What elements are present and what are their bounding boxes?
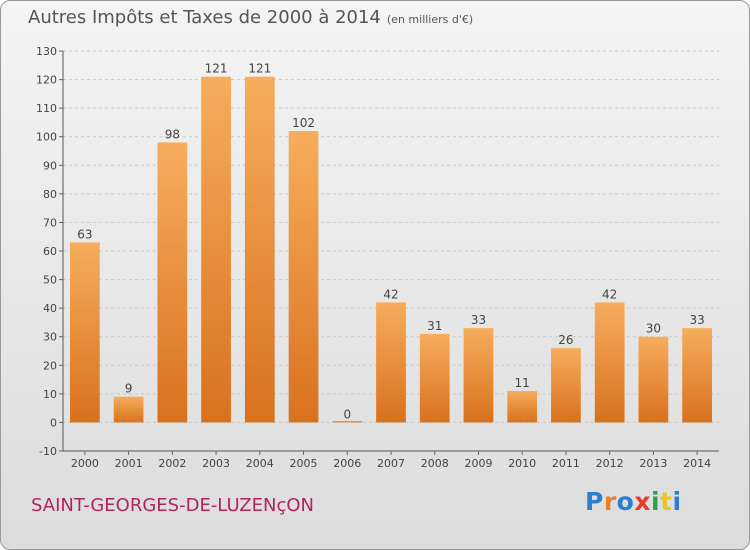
x-tick-label: 2011 [552,457,580,470]
chart-title-text: Autres Impôts et Taxes de 2000 à 2014 [28,7,381,28]
x-tick-label: 2007 [377,457,405,470]
value-label: 121 [248,62,271,76]
x-tick-label: 2001 [115,457,143,470]
x-tick-label: 2005 [290,457,318,470]
chart-title: Autres Impôts et Taxes de 2000 à 2014 (en… [28,7,473,28]
bar [113,396,144,423]
y-tick-label: 70 [43,216,57,229]
value-label: 102 [292,116,315,130]
value-label: 42 [602,287,617,301]
x-tick-label: 2008 [421,457,449,470]
bar [69,242,100,423]
y-tick-label: 40 [43,302,57,315]
y-tick-label: 110 [36,102,57,115]
bar [507,391,538,423]
bar [463,328,494,423]
y-tick-label: 30 [43,331,57,344]
y-tick-label: 0 [50,416,57,429]
bar [376,302,406,423]
y-tick-label: -10 [39,445,57,458]
value-label: 33 [471,313,486,327]
x-tick-label: 2004 [246,457,274,470]
y-tick-label: 130 [36,45,57,58]
bar [638,336,669,423]
value-label: 33 [689,313,704,327]
bars [69,76,713,423]
y-tick-label: 80 [43,188,57,201]
value-label: 11 [515,376,530,390]
logo-letter: r [603,487,617,516]
bar [201,76,231,423]
value-label: 0 [343,407,351,421]
bar [682,328,713,423]
value-label: 30 [646,322,661,336]
logo-letter: x [634,487,651,516]
value-label: 42 [383,287,398,301]
y-tick-label: 50 [43,274,57,287]
x-tick-label: 2000 [71,457,99,470]
bar [244,76,275,423]
y-tick-label: 120 [36,74,57,87]
bar [157,142,188,423]
bar [551,348,581,423]
value-label: 9 [125,382,133,396]
y-tick-labels: -10 0 10 20 30 40 50 60 70 80 90 100 110 120 130 [36,45,57,458]
logo-letter: i [672,487,682,516]
x-tick-labels: 2000 2001 2002 2003 2004 2005 2006 2007 2008 2009… [71,451,711,470]
place-name: SAINT-GEORGES-DE-LUZENçON [31,495,314,516]
value-label: 26 [558,333,573,347]
chart-subtitle: (en milliers d'€) [386,13,474,26]
value-label: 63 [77,227,92,241]
logo-letter: P [585,487,604,516]
logo-letter: t [660,487,673,516]
x-tick-label: 2003 [202,457,230,470]
bar [594,302,625,423]
proxiti-logo: Proxiti [585,487,695,523]
value-label: 98 [165,127,180,141]
y-tick-label: 100 [36,131,57,144]
logo-letter: o [616,487,635,516]
bar [288,131,319,423]
bar [419,333,450,423]
value-label: 31 [427,319,442,333]
value-label: 121 [205,62,228,76]
x-tick-label: 2002 [158,457,186,470]
y-tick-label: 60 [43,245,57,258]
x-tick-label: 2010 [508,457,536,470]
y-tick-label: 20 [43,359,57,372]
y-tick-label: 90 [43,159,57,172]
bar [332,420,363,423]
x-tick-label: 2006 [333,457,361,470]
x-tick-label: 2013 [639,457,667,470]
x-tick-label: 2009 [464,457,492,470]
value-labels: 63 9 98 121 121 102 0 42 31 33 11 26 42 30 33 [77,62,705,422]
logo-letter: i [651,487,661,516]
x-tick-label: 2014 [683,457,711,470]
y-tick-label: 10 [43,388,57,401]
x-tick-label: 2012 [596,457,624,470]
